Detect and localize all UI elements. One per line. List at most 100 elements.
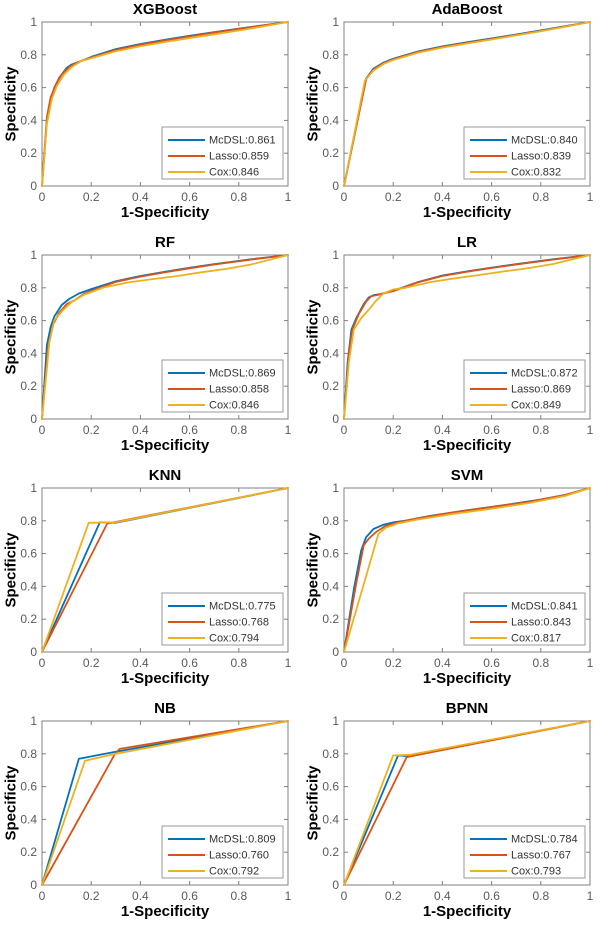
legend-label-cox: Cox:0.846 — [209, 400, 259, 412]
x-tick-label: 1 — [285, 423, 292, 437]
axes-box — [41, 720, 289, 886]
x-tick-label: 0.4 — [132, 190, 149, 204]
y-tick-label: 0.8 — [20, 281, 37, 295]
y-tick-label: 0.2 — [322, 845, 339, 859]
y-tick-label: 0.6 — [322, 547, 339, 561]
series-cox-line — [343, 254, 591, 420]
axes-box — [343, 21, 591, 187]
y-tick-label: 1 — [30, 15, 37, 29]
y-tick-label: 0.2 — [20, 612, 37, 626]
x-axis-label: 1-Specificity — [422, 670, 512, 687]
y-tick-label: 1 — [30, 714, 37, 728]
legend-box — [161, 825, 284, 879]
y-tick-label: 0.8 — [322, 281, 339, 295]
x-axis-label: 1-Specificity — [120, 670, 210, 687]
legend-box — [161, 359, 284, 413]
legend-label-cox: Cox:0.792 — [209, 866, 259, 878]
x-tick-label: 0 — [39, 423, 46, 437]
x-tick-label: 0.8 — [230, 190, 247, 204]
legend-label-mcdsl: McDSL:0.775 — [209, 601, 276, 613]
series-cox-line — [41, 487, 289, 653]
y-tick-label: 0.4 — [322, 579, 339, 593]
chart-title: RF — [155, 234, 175, 251]
y-tick-label: 1 — [332, 248, 339, 262]
x-tick-label: 0 — [341, 656, 348, 670]
roc-plot: 0 0.2 0.4 0.6 0.8 1 0 0.2 0.4 0.6 0.8 1 McDSL:0.841 L… — [322, 481, 593, 670]
y-tick-label: 0.4 — [20, 113, 37, 127]
y-tick-label: 0.4 — [20, 812, 37, 826]
y-tick-label: 0.4 — [322, 812, 339, 826]
series-lasso-line — [343, 487, 591, 653]
legend-label-mcdsl: McDSL:0.861 — [209, 135, 276, 147]
y-tick-label: 0.4 — [322, 113, 339, 127]
roc-plot: 0 0.2 0.4 0.6 0.8 1 0 0.2 0.4 0.6 0.8 1 McDSL:0.840 L… — [322, 15, 594, 204]
y-tick-label: 0.6 — [322, 314, 339, 328]
legend-label-lasso: Lasso:0.760 — [209, 850, 269, 862]
x-axis-label: 1-Specificity — [422, 437, 512, 454]
x-tick-label: 0.4 — [132, 423, 149, 437]
x-axis-label: 1-Specificity — [120, 437, 210, 454]
x-tick-label: 0.6 — [483, 656, 500, 670]
legend-label-mcdsl: McDSL:0.869 — [209, 368, 276, 380]
x-tick-label: 0 — [39, 656, 46, 670]
x-tick-label: 0.4 — [132, 889, 149, 903]
x-tick-label: 0.8 — [532, 889, 549, 903]
x-tick-label: 0 — [39, 889, 46, 903]
x-tick-label: 0.2 — [83, 423, 100, 437]
series-cox-line — [343, 720, 591, 886]
axes-box — [343, 487, 591, 653]
legend-label-cox: Cox:0.794 — [209, 633, 259, 645]
y-tick-label: 0.2 — [322, 379, 339, 393]
axes-box — [41, 487, 289, 653]
x-tick-label: 0 — [341, 889, 348, 903]
series-lasso-line — [343, 254, 591, 420]
series-lasso-line — [41, 720, 289, 886]
roc-plot: 0 0.2 0.4 0.6 0.8 1 0 0.2 0.4 0.6 0.8 1 McDSL:0.869 L… — [20, 248, 292, 437]
x-tick-label: 1 — [587, 190, 594, 204]
legend-label-mcdsl: McDSL:0.840 — [511, 135, 578, 147]
y-tick-label: 0.6 — [20, 547, 37, 561]
y-tick-label: 0.8 — [322, 48, 339, 62]
series-cox-line — [41, 21, 289, 187]
chart-title: KNN — [148, 467, 182, 484]
x-axis-label: 1-Specificity — [422, 204, 512, 221]
x-axis-label: 1-Specificity — [120, 204, 210, 221]
series-cox-line — [343, 487, 591, 653]
y-tick-label: 0.6 — [322, 780, 339, 794]
subplot-nb: NB Specificity 0 0.2 0.4 0.6 0.8 1 0 0.2 0.4 0.6 0… — [0, 699, 302, 932]
x-tick-label: 0.4 — [434, 190, 451, 204]
y-tick-label: 0.6 — [20, 314, 37, 328]
legend-box — [161, 592, 284, 646]
x-axis-label: 1-Specificity — [422, 903, 512, 920]
subplot-adaboost: AdaBoost Specificity 0 0.2 0.4 0.6 0.8 1 0 0.2 0… — [302, 0, 604, 233]
x-tick-label: 0.4 — [434, 423, 451, 437]
y-tick-label: 0.8 — [20, 514, 37, 528]
legend-label-cox: Cox:0.832 — [511, 167, 561, 179]
axes-box — [343, 720, 591, 886]
y-tick-label: 0 — [30, 412, 37, 426]
y-tick-label: 0.6 — [20, 81, 37, 95]
subplot-svm: SVM Specificity 0 0.2 0.4 0.6 0.8 1 0 0.2 0.4 0.6… — [302, 466, 604, 699]
x-tick-label: 0.6 — [181, 656, 198, 670]
legend-label-lasso: Lasso:0.858 — [209, 384, 269, 396]
y-tick-label: 0.4 — [322, 346, 339, 360]
chart-title: AdaBoost — [431, 1, 503, 18]
legend-label-cox: Cox:0.846 — [209, 167, 259, 179]
series-cox-line — [41, 720, 289, 886]
y-tick-label: 0.4 — [20, 346, 37, 360]
y-tick-label: 1 — [30, 248, 37, 262]
series-cox-line — [343, 21, 591, 187]
roc-plot: 0 0.2 0.4 0.6 0.8 1 0 0.2 0.4 0.6 0.8 1 McDSL:0.784 L… — [322, 714, 593, 903]
x-tick-label: 0 — [341, 190, 348, 204]
legend-box — [463, 592, 586, 646]
y-tick-label: 0 — [30, 878, 37, 892]
x-tick-label: 0.2 — [385, 656, 402, 670]
subplot-xgboost: XGBoost Specificity 0 0.2 0.4 0.6 0.8 1 0 0.2 0.… — [0, 0, 302, 233]
x-tick-label: 0.8 — [532, 656, 549, 670]
roc-plot: 0 0.2 0.4 0.6 0.8 1 0 0.2 0.4 0.6 0.8 1 McDSL:0.861 L… — [20, 15, 291, 204]
axes-box — [41, 254, 289, 420]
x-tick-label: 0.6 — [483, 190, 500, 204]
legend-label-lasso: Lasso:0.839 — [511, 151, 571, 163]
y-tick-label: 0 — [332, 412, 339, 426]
y-tick-label: 0.8 — [20, 747, 37, 761]
